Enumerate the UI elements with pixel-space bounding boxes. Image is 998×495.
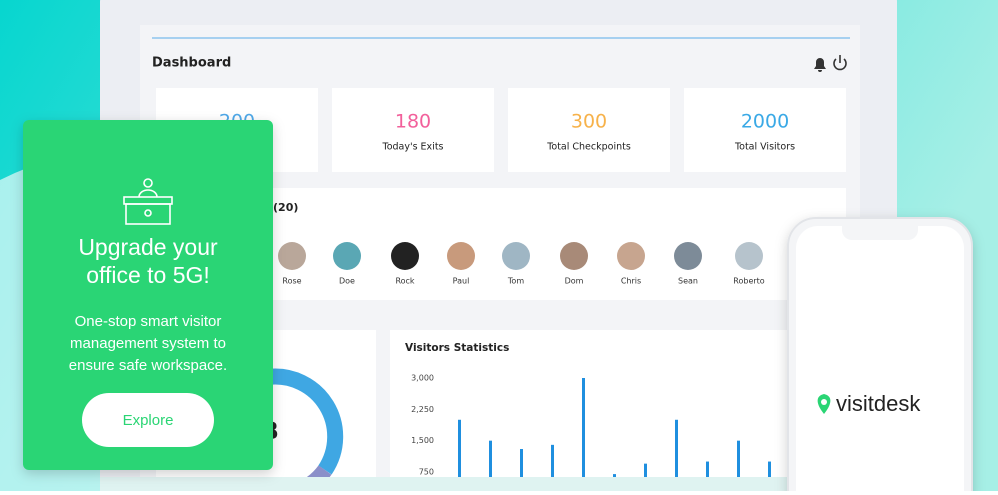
y-tick-label: 2,250 [411,405,434,414]
dashboard-title: Dashboard [152,56,231,71]
visitor-name: Chris [621,277,641,286]
logo-dot [821,399,827,405]
avatar [735,242,763,270]
stat-value: 300 [571,111,607,133]
screen: Dashboard Visitors (20) e B Visitors Sta… [140,25,860,477]
avatar [502,242,530,270]
promo-title: Upgrade your [78,234,218,260]
bar [489,440,492,477]
stat-card [684,88,846,172]
bar [551,444,554,477]
avatar [391,242,419,270]
stat-label: Total Checkpoints [546,142,631,153]
stat-label: Total Visitors [734,142,795,153]
phone-screen [796,226,964,495]
bars [458,378,771,477]
bar [768,461,771,477]
visitor-name: Paul [453,277,470,286]
bar [582,378,585,477]
visitor-name: Rose [282,277,301,286]
explore-button[interactable] [82,393,214,447]
avatar [447,242,475,270]
statistics-title: Visitors Statistics [405,342,509,354]
laptop-base [100,477,897,495]
avatar [278,242,306,270]
donut-arc [267,368,344,475]
stat-value: 180 [395,111,431,133]
visitor-name: Doe [339,277,355,286]
visitor-name: Tom [507,277,524,286]
visitor-name: Roberto [733,277,765,286]
avatar [560,242,588,270]
bar [737,440,740,477]
bar [706,461,709,477]
power-icon [833,58,847,71]
promo-text: ensure safe workspace. [69,357,227,374]
y-tick-label: 3,000 [411,374,434,383]
bar [675,419,678,477]
desk-icon [123,178,173,225]
stat-value: 2000 [741,111,789,133]
avatar [333,242,361,270]
avatar [674,242,702,270]
stat-card [332,88,494,172]
stat-label: Today's Exits [382,142,444,153]
visitor-name: Sean [678,277,698,286]
promo-title: office to 5G! [86,262,210,288]
promo-bg [23,120,273,470]
promo-text: One-stop smart visitor [75,313,222,330]
stat-card [508,88,670,172]
promo-text: management system to [70,335,226,352]
brand: visitdesk [836,391,921,416]
statistics-panel [390,330,790,477]
y-tick-label: 1,500 [411,436,434,445]
bar [644,463,647,477]
visitor-name: Rock [395,277,414,286]
donut-arc [306,465,332,477]
visitor-name: Dom [565,277,584,286]
bar [520,449,523,477]
explore-label[interactable]: Explore [123,412,174,429]
bar [458,419,461,477]
avatar [617,242,645,270]
y-tick-label: 750 [419,468,434,477]
bell-icon [814,58,826,72]
phone-notch [842,226,918,240]
promo-card [23,120,273,470]
bar [613,474,616,477]
